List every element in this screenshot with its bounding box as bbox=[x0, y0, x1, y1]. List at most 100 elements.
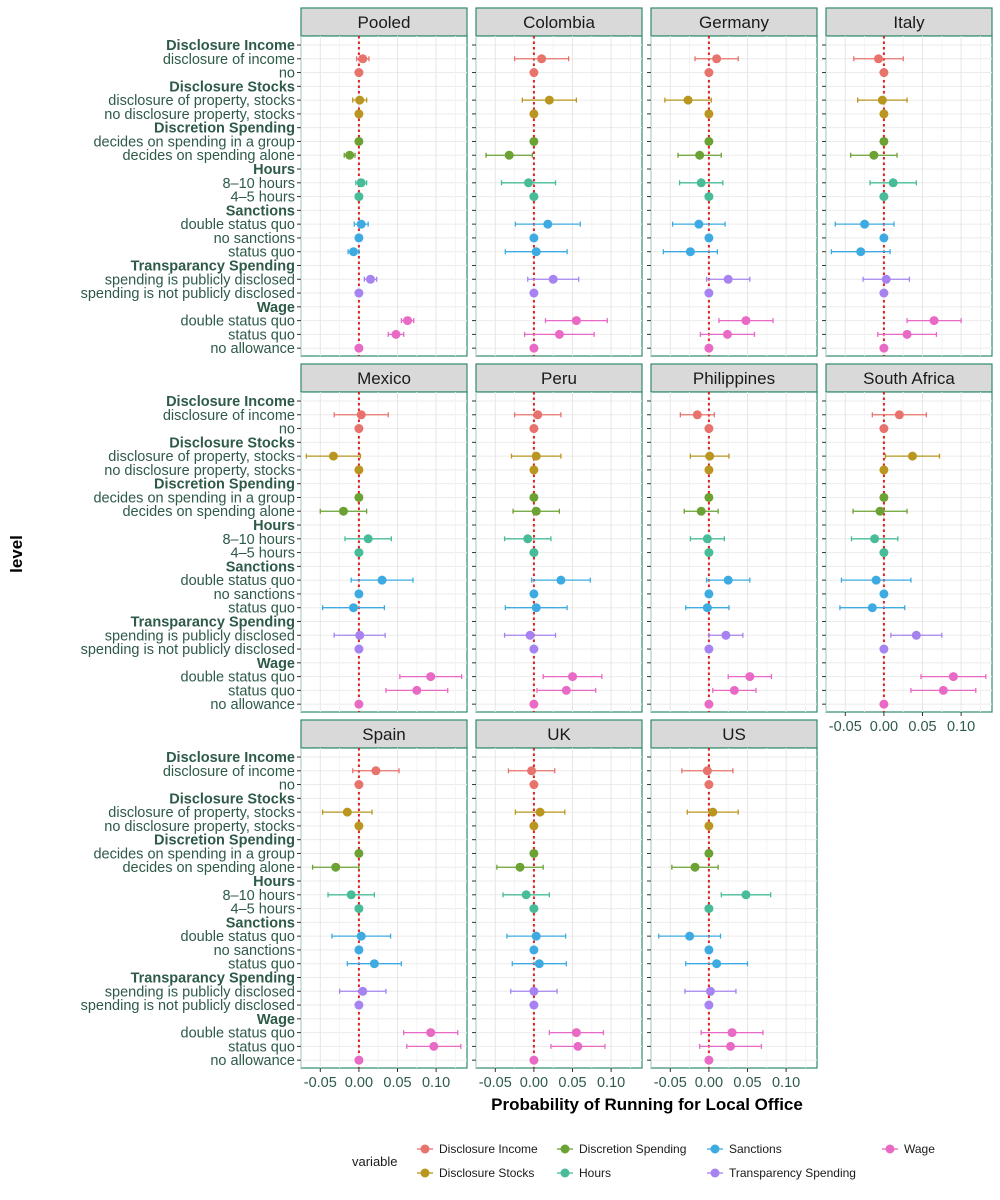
data-point bbox=[504, 150, 514, 160]
data-point bbox=[911, 630, 921, 640]
data-point bbox=[879, 465, 889, 475]
data-point bbox=[712, 959, 722, 969]
y-axis-label: spending is publicly disclosed bbox=[105, 984, 295, 1000]
y-axis-group-header: Hours bbox=[253, 518, 295, 534]
y-axis-group-header: Discretion Spending bbox=[154, 121, 295, 137]
y-axis-label: no sanctions bbox=[214, 231, 295, 247]
data-point bbox=[529, 343, 539, 353]
data-point bbox=[349, 603, 359, 613]
data-point bbox=[712, 54, 722, 64]
data-point bbox=[529, 465, 539, 475]
y-axis-group-header: Transparancy Spending bbox=[131, 614, 295, 630]
y-axis-group-header: Transparancy Spending bbox=[131, 258, 295, 274]
data-point bbox=[729, 685, 739, 695]
legend-key-point bbox=[420, 1168, 430, 1178]
y-axis-label: no allowance bbox=[210, 341, 295, 357]
data-point bbox=[726, 1041, 736, 1051]
y-axis-label: double status quo bbox=[181, 314, 295, 330]
data-point bbox=[685, 931, 695, 941]
legend-label: Discretion Spending bbox=[579, 1142, 686, 1156]
facet-panel-spain bbox=[300, 747, 468, 1069]
y-axis-label: disclosure of income bbox=[163, 52, 295, 68]
data-point bbox=[704, 1000, 714, 1010]
data-point bbox=[354, 644, 364, 654]
data-point bbox=[523, 534, 533, 544]
data-point bbox=[342, 807, 352, 817]
data-point bbox=[929, 316, 939, 326]
facet-panel-italy bbox=[825, 35, 993, 357]
facet-panel-pooled bbox=[300, 35, 468, 357]
legend-key-point bbox=[885, 1144, 895, 1154]
data-point bbox=[695, 150, 705, 160]
data-point bbox=[365, 274, 375, 284]
data-point bbox=[426, 1028, 436, 1038]
data-point bbox=[531, 506, 541, 516]
facet-strip-spain bbox=[300, 719, 468, 749]
data-point bbox=[704, 780, 714, 790]
data-point bbox=[694, 219, 704, 229]
legend-key-point bbox=[560, 1168, 570, 1178]
y-axis-label: double status quo bbox=[181, 573, 295, 589]
facet-title-philippines: Philippines bbox=[693, 369, 775, 388]
data-point bbox=[741, 316, 751, 326]
data-point bbox=[354, 945, 364, 955]
facet-panel-germany bbox=[650, 35, 818, 357]
y-axis-label: spending is publicly disclosed bbox=[105, 628, 295, 644]
facet-strip-peru bbox=[475, 363, 643, 393]
data-point bbox=[355, 630, 365, 640]
legend-key-point bbox=[710, 1144, 720, 1154]
x-tick-label: 0.10 bbox=[772, 1075, 800, 1091]
data-point bbox=[354, 109, 364, 119]
y-axis-group-header: Disclosure Stocks bbox=[169, 435, 295, 451]
y-axis-label: no allowance bbox=[210, 697, 295, 713]
x-tick-label: 0.10 bbox=[422, 1075, 450, 1091]
data-point bbox=[723, 274, 733, 284]
data-point bbox=[879, 136, 889, 146]
data-point bbox=[722, 329, 732, 339]
data-point bbox=[704, 904, 714, 914]
facet-panel-uk bbox=[475, 747, 643, 1069]
data-point bbox=[685, 247, 695, 257]
y-axis-label: status quo bbox=[228, 327, 295, 343]
data-point bbox=[704, 1055, 714, 1065]
data-point bbox=[529, 192, 539, 202]
x-tick-label: 0.05 bbox=[908, 719, 936, 735]
facet-strip-colombia bbox=[475, 7, 643, 37]
data-point bbox=[683, 95, 693, 105]
data-point bbox=[354, 192, 364, 202]
legend-label: Transparency Spending bbox=[729, 1166, 856, 1180]
data-point bbox=[533, 410, 543, 420]
y-axis-group-header: Disclosure Stocks bbox=[169, 79, 295, 95]
data-point bbox=[696, 178, 706, 188]
facet-panel-south-africa bbox=[825, 391, 993, 713]
y-axis-title: level bbox=[7, 535, 26, 573]
data-point bbox=[869, 150, 879, 160]
x-tick-label: 0.10 bbox=[597, 1075, 625, 1091]
data-point bbox=[531, 931, 541, 941]
facet-title-spain: Spain bbox=[362, 725, 405, 744]
x-tick-label: -0.05 bbox=[304, 1075, 337, 1091]
data-point bbox=[874, 54, 884, 64]
y-axis-group-header: Discretion Spending bbox=[154, 833, 295, 849]
y-axis-label: status quo bbox=[228, 601, 295, 617]
facet-panel-peru bbox=[475, 391, 643, 713]
data-point bbox=[879, 644, 889, 654]
data-point bbox=[879, 492, 889, 502]
data-point bbox=[690, 862, 700, 872]
x-tick-label: -0.05 bbox=[479, 1075, 512, 1091]
data-point bbox=[741, 890, 751, 900]
y-axis-label: 4–5 hours bbox=[231, 902, 296, 918]
facet-strip-italy bbox=[825, 7, 993, 37]
data-point bbox=[354, 465, 364, 475]
data-point bbox=[515, 862, 525, 872]
data-point bbox=[568, 672, 578, 682]
data-point bbox=[556, 575, 566, 585]
data-point bbox=[704, 424, 714, 434]
data-point bbox=[354, 589, 364, 599]
x-tick-label: 0.05 bbox=[383, 1075, 411, 1091]
data-point bbox=[354, 424, 364, 434]
data-point bbox=[948, 672, 958, 682]
data-point bbox=[879, 109, 889, 119]
data-point bbox=[531, 451, 541, 461]
